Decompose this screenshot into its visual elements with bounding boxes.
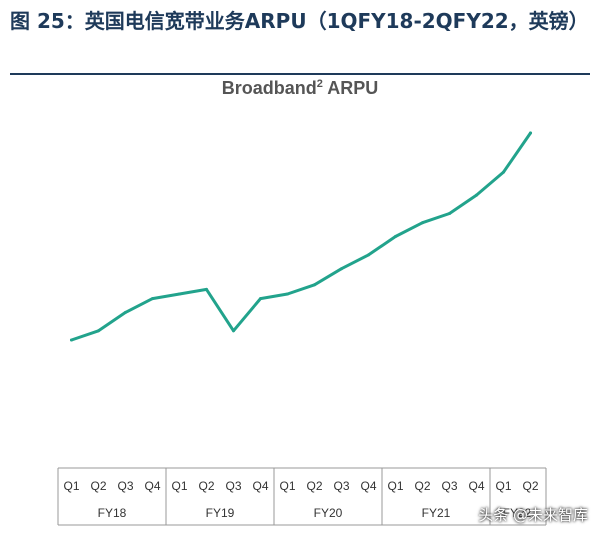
title-rule xyxy=(10,73,590,75)
quarter-tick-label: Q3 xyxy=(333,479,349,493)
quarter-tick-label: Q1 xyxy=(171,479,187,493)
data-point xyxy=(340,267,343,271)
chart-title-superscript: 2 xyxy=(316,78,323,90)
data-point xyxy=(421,221,424,225)
quarter-tick-label: Q2 xyxy=(306,479,322,493)
data-point xyxy=(394,235,397,238)
data-point xyxy=(70,338,73,342)
chart-title-main: Broadband xyxy=(221,78,317,98)
data-point xyxy=(286,292,289,296)
quarter-tick-label: Q2 xyxy=(414,479,430,493)
data-point xyxy=(448,212,451,215)
quarter-tick-label: Q1 xyxy=(495,479,511,493)
fiscal-year-label: FY22 xyxy=(503,506,532,520)
quarter-tick-label: Q4 xyxy=(360,479,376,493)
quarter-tick-label: Q1 xyxy=(279,479,295,493)
data-point xyxy=(232,329,235,333)
data-point xyxy=(475,193,478,197)
data-point xyxy=(97,329,100,333)
fiscal-year-label: FY20 xyxy=(314,506,343,520)
quarter-tick-label: Q4 xyxy=(252,479,268,493)
data-point xyxy=(205,287,208,291)
quarter-tick-label: Q1 xyxy=(387,479,403,493)
watermark: 头条 @未来智库 xyxy=(478,506,588,524)
quarter-tick-label: Q3 xyxy=(117,479,133,493)
quarter-tick-label: Q4 xyxy=(468,479,484,493)
fiscal-year-label: FY18 xyxy=(98,506,127,520)
data-point xyxy=(151,297,154,301)
data-point xyxy=(259,297,262,301)
data-point xyxy=(313,283,316,287)
data-point xyxy=(529,131,532,135)
chart-title: Broadband2 ARPU xyxy=(0,78,600,99)
fiscal-year-label: FY19 xyxy=(206,506,235,520)
quarter-tick-label: Q3 xyxy=(225,479,241,493)
data-point xyxy=(502,170,505,174)
quarter-tick-label: Q3 xyxy=(441,479,457,493)
quarter-tick-label: Q2 xyxy=(198,479,214,493)
chart-title-suffix: ARPU xyxy=(322,78,379,98)
series-line xyxy=(70,131,532,342)
data-point xyxy=(367,253,370,257)
quarter-tick-label: Q1 xyxy=(63,479,79,493)
quarter-tick-label: Q2 xyxy=(522,479,538,493)
fiscal-year-label: FY21 xyxy=(422,506,451,520)
quarter-tick-label: Q2 xyxy=(90,479,106,493)
data-point xyxy=(178,292,181,296)
data-point xyxy=(124,310,127,314)
figure-title: 图 25：英国电信宽带业务ARPU（1QFY18-2QFY22，英镑） xyxy=(10,9,589,33)
quarter-tick-label: Q4 xyxy=(144,479,160,493)
